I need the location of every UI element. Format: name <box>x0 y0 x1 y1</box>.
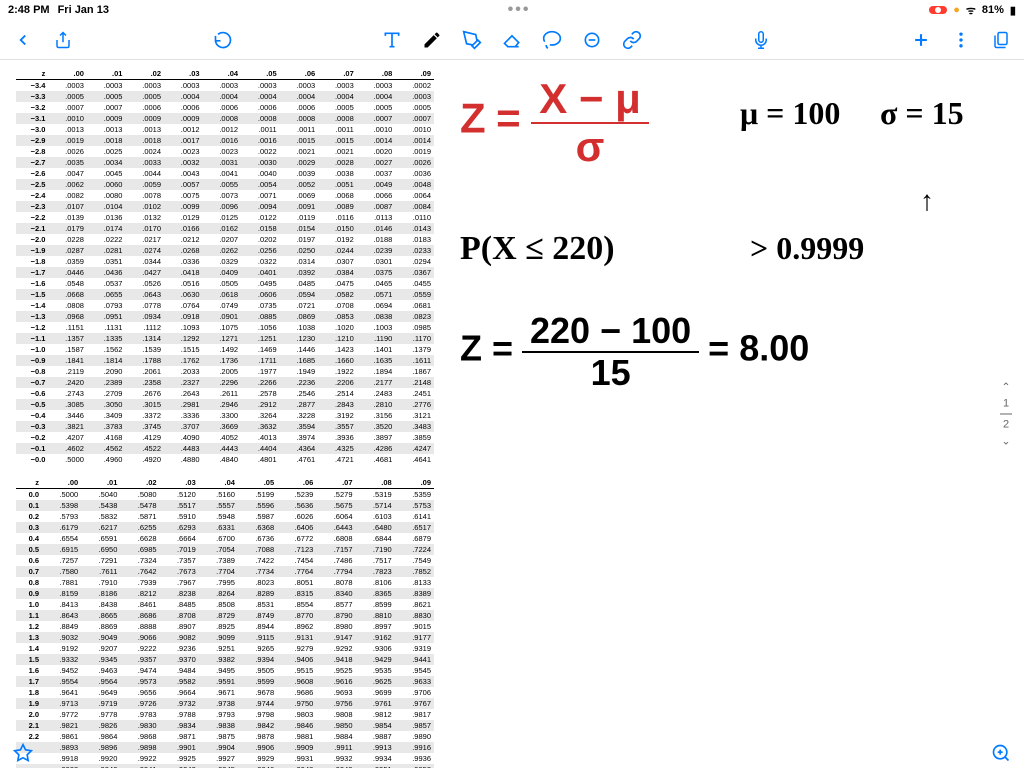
prob-val: > 0.9999 <box>750 230 864 267</box>
more-icon[interactable] <box>950 29 972 51</box>
calc-den: 15 <box>583 352 639 393</box>
scroll-up-icon[interactable]: ⌃ <box>1001 381 1010 394</box>
text-tool-icon[interactable] <box>381 29 403 51</box>
page-total: 2 <box>1003 419 1009 431</box>
toolbar <box>0 20 1024 60</box>
page-indicator[interactable]: ⌃ 1 2 ⌄ <box>1000 381 1012 448</box>
status-time: 2:48 PM <box>8 4 50 16</box>
back-icon[interactable] <box>12 29 34 51</box>
battery-text: 81% <box>982 4 1004 16</box>
prob-expr: P(X ≤ 220) <box>460 230 615 268</box>
status-date: Fri Jan 13 <box>58 4 109 16</box>
mic-icon[interactable] <box>750 29 772 51</box>
formula-den: σ <box>568 123 613 170</box>
pen-tool-icon[interactable] <box>421 29 443 51</box>
z-table-positive: z.00.01.02.03.04.05.06.07.08.090.0.5000.… <box>16 477 434 768</box>
link-icon[interactable] <box>621 29 643 51</box>
calc-z: Z = <box>460 327 513 368</box>
eraser-icon[interactable] <box>501 29 523 51</box>
lasso-icon[interactable] <box>541 29 563 51</box>
z-table-negative: z.00.01.02.03.04.05.06.07.08.09−3.4.0003… <box>16 68 434 465</box>
share-icon[interactable] <box>52 29 74 51</box>
battery-icon: ▮ <box>1010 4 1016 17</box>
mu-value: μ = 100 <box>740 95 840 132</box>
bottom-bar <box>0 738 1024 768</box>
undo-icon[interactable] <box>212 29 234 51</box>
page-current: 1 <box>1003 398 1009 410</box>
wifi-icon: ● <box>953 4 960 16</box>
handwriting-area[interactable]: Z = X − μσ ↑ μ = 100 σ = 15 P(X ≤ 220) >… <box>450 60 1024 768</box>
formula-z: Z <box>460 95 486 142</box>
calc-num: 220 − 100 <box>522 310 699 353</box>
calc-result: = 8.00 <box>708 327 809 368</box>
shape-icon[interactable] <box>581 29 603 51</box>
drag-handle-icon[interactable]: ••• <box>508 1 531 19</box>
favorite-icon[interactable] <box>12 742 34 764</box>
recording-indicator <box>929 6 947 14</box>
scroll-down-icon[interactable]: ⌄ <box>1001 435 1010 448</box>
wifi-icon2: ᯤ <box>966 3 976 18</box>
pages-icon[interactable] <box>990 29 1012 51</box>
add-icon[interactable] <box>910 29 932 51</box>
zoom-icon[interactable] <box>990 742 1012 764</box>
status-bar: 2:48 PM Fri Jan 13 ••• ● ᯤ 81% ▮ <box>0 0 1024 20</box>
highlighter-icon[interactable] <box>461 29 483 51</box>
sigma-value: σ = 15 <box>880 95 964 132</box>
formula-num: X − μ <box>531 75 649 124</box>
formula-eq: = <box>496 95 521 142</box>
arrow-annotation: ↑ <box>920 185 934 217</box>
z-table-area: z.00.01.02.03.04.05.06.07.08.09−3.4.0003… <box>0 60 450 768</box>
